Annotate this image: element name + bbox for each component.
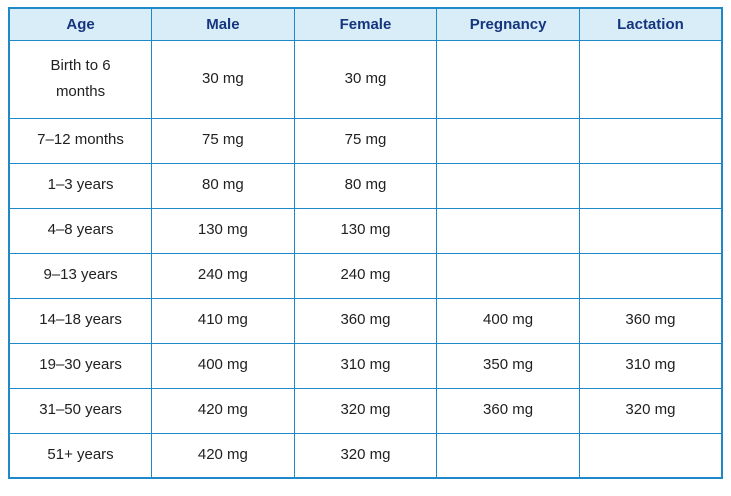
cell-female: 240 mg xyxy=(293,252,438,299)
cell-age: 19–30 years xyxy=(8,342,153,389)
column-header-pregnancy: Pregnancy xyxy=(436,7,580,41)
cell-age: 9–13 years xyxy=(8,252,153,299)
table-row: 31–50 years 420 mg 320 mg 360 mg 320 mg xyxy=(8,387,723,434)
column-header-female: Female xyxy=(293,7,438,41)
table-row: 14–18 years 410 mg 360 mg 400 mg 360 mg xyxy=(8,297,723,344)
cell-age: 51+ years xyxy=(8,432,153,479)
cell-pregnancy: 350 mg xyxy=(436,342,580,389)
cell-male: 420 mg xyxy=(151,387,295,434)
cell-female: 310 mg xyxy=(293,342,438,389)
cell-age: 31–50 years xyxy=(8,387,153,434)
cell-pregnancy xyxy=(436,432,580,479)
cell-pregnancy: 360 mg xyxy=(436,387,580,434)
cell-pregnancy xyxy=(436,39,580,119)
column-header-male: Male xyxy=(151,7,295,41)
cell-lactation: 320 mg xyxy=(578,387,723,434)
cell-lactation xyxy=(578,117,723,164)
column-header-lactation: Lactation xyxy=(578,7,723,41)
cell-female: 320 mg xyxy=(293,387,438,434)
cell-male: 130 mg xyxy=(151,207,295,254)
cell-pregnancy xyxy=(436,252,580,299)
cell-pregnancy xyxy=(436,207,580,254)
cell-pregnancy xyxy=(436,117,580,164)
cell-female: 320 mg xyxy=(293,432,438,479)
cell-male: 400 mg xyxy=(151,342,295,389)
table-row: 19–30 years 400 mg 310 mg 350 mg 310 mg xyxy=(8,342,723,389)
cell-lactation: 310 mg xyxy=(578,342,723,389)
cell-lactation: 360 mg xyxy=(578,297,723,344)
page: Age Male Female Pregnancy Lactation Birt… xyxy=(8,7,723,479)
table-row: 4–8 years 130 mg 130 mg xyxy=(8,207,723,254)
cell-female: 80 mg xyxy=(293,162,438,209)
cell-lactation xyxy=(578,252,723,299)
cell-male: 240 mg xyxy=(151,252,295,299)
cell-age: 14–18 years xyxy=(8,297,153,344)
cell-male: 420 mg xyxy=(151,432,295,479)
cell-age: 1–3 years xyxy=(8,162,153,209)
table-header: Age Male Female Pregnancy Lactation xyxy=(8,7,723,41)
table-row: 51+ years 420 mg 320 mg xyxy=(8,432,723,479)
cell-pregnancy: 400 mg xyxy=(436,297,580,344)
cell-pregnancy xyxy=(436,162,580,209)
table-row: 7–12 months 75 mg 75 mg xyxy=(8,117,723,164)
table-row: 9–13 years 240 mg 240 mg xyxy=(8,252,723,299)
column-header-age: Age xyxy=(8,7,153,41)
cell-age: 7–12 months xyxy=(8,117,153,164)
cell-male: 75 mg xyxy=(151,117,295,164)
table-row: 1–3 years 80 mg 80 mg xyxy=(8,162,723,209)
header-row: Age Male Female Pregnancy Lactation xyxy=(8,7,723,41)
cell-female: 360 mg xyxy=(293,297,438,344)
cell-lactation xyxy=(578,207,723,254)
cell-male: 410 mg xyxy=(151,297,295,344)
cell-lactation xyxy=(578,432,723,479)
cell-male: 80 mg xyxy=(151,162,295,209)
cell-female: 75 mg xyxy=(293,117,438,164)
rda-table: Age Male Female Pregnancy Lactation Birt… xyxy=(8,7,723,479)
cell-male: 30 mg xyxy=(151,39,295,119)
table-body: Birth to 6 months 30 mg 30 mg 7–12 month… xyxy=(8,39,723,479)
cell-age: 4–8 years xyxy=(8,207,153,254)
cell-age: Birth to 6 months xyxy=(8,39,153,119)
cell-female: 30 mg xyxy=(293,39,438,119)
table-row: Birth to 6 months 30 mg 30 mg xyxy=(8,39,723,119)
cell-female: 130 mg xyxy=(293,207,438,254)
cell-lactation xyxy=(578,39,723,119)
cell-lactation xyxy=(578,162,723,209)
